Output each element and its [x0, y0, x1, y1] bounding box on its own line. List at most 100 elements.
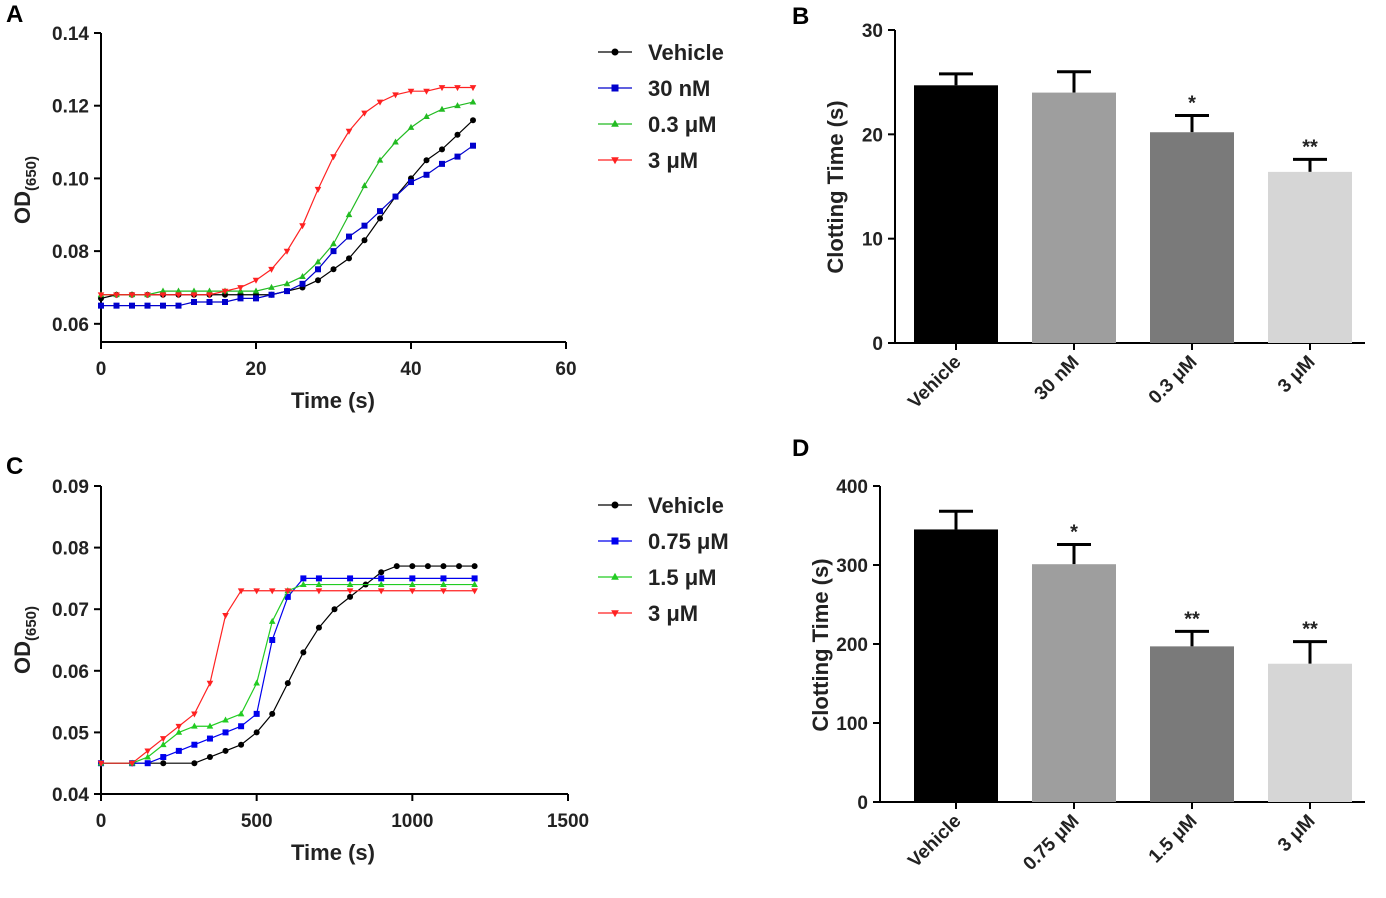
panel-c-series-0-75-m-point [347, 575, 354, 582]
panel-a-legend: Vehicle 30 nM 0.3 μM 3 μM [598, 40, 724, 173]
panel-a-y-tick-label: 0.10 [52, 169, 89, 190]
panel-a-series-3-m-point [252, 277, 260, 284]
panel-c-series-0-75-m-point [191, 741, 198, 748]
panel-a-series-30-nm-point [454, 153, 461, 160]
panel-c-series-vehicle-point [456, 563, 463, 570]
panel-a-series-3-m-point [345, 128, 353, 135]
panel-c-series-vehicle-point [269, 710, 276, 717]
panel-a-x-tick-label: 60 [555, 359, 576, 380]
panel-a-series-30-nm-point [222, 299, 228, 306]
panel-c-series-vehicle-point [206, 754, 213, 761]
panel-a-series-0-3-m-point [190, 287, 198, 294]
panel-d-bar [1032, 564, 1116, 802]
panel-a-series-3-m-point [361, 110, 368, 117]
panel-a-series-vehicle-point [454, 131, 461, 138]
panel-c-series-3-m-point [471, 588, 478, 595]
panel-a-series-30-nm-point [98, 302, 104, 309]
panel-c-series-1-5-m-point [300, 580, 307, 587]
panel-d-ylabel: Clotting Time (s) [808, 558, 833, 731]
panel-a-series-vehicle-point [377, 215, 383, 222]
panel-c-series-3-m-point [315, 588, 323, 595]
panel-c-series-3-m-point [222, 612, 229, 619]
panel-b-bar [1268, 171, 1352, 343]
panel-c-series-vehicle-point [347, 593, 354, 600]
panel-a-legend-label: Vehicle [648, 40, 724, 65]
panel-a-series-3-m-point [97, 292, 105, 299]
panel-c-series-1-5-m-point [237, 710, 245, 717]
panel-a-series-0-3-m-point [159, 287, 167, 294]
panel-c-ylabel-group: OD(650) [10, 606, 40, 674]
panel-a-series-30-nm-point [268, 291, 275, 298]
panel-a-ylabel-main: OD [10, 191, 35, 224]
panel-a-xlabel: Time (s) [291, 388, 375, 413]
panel-c-series-0-75-m-point [253, 710, 260, 717]
panel-c-series-0-75-m-point [378, 575, 385, 582]
panel-a-series-30-nm-point [284, 288, 290, 295]
panel-a-series-vehicle-point [439, 146, 445, 153]
panel-b-category-label: 30 nM [1031, 352, 1084, 405]
panel-c-xlabel: Time (s) [291, 840, 375, 865]
panel-a-legend-marker [611, 157, 619, 165]
panel-a-legend-label: 30 nM [648, 76, 710, 101]
panel-a-series-3-m-point [407, 88, 415, 95]
panel-c-series-0-75-m-point [160, 754, 167, 761]
panel-c-series-1-5-m-point [377, 580, 385, 587]
panel-a-y-tick-label: 0.08 [52, 242, 89, 263]
panel-c-series-vehicle-point [300, 649, 307, 656]
panel-d-category-label: 0.75 μM [1019, 811, 1083, 875]
panel-a-axes: 0.06 0.08 0.10 0.12 0.14 0 20 40 60 [52, 24, 577, 380]
panel-c-series-vehicle-point [315, 624, 322, 631]
panel-d-y-tick-label: 400 [836, 477, 868, 498]
panel-b-letter: B [792, 3, 809, 30]
panel-c-series-3-m-point [409, 588, 416, 595]
panel-a-series-0-3-m-point [454, 102, 461, 109]
panel-a-ylabel-group: OD(650) [10, 156, 40, 224]
panel-a-x-tick-label: 20 [245, 359, 266, 380]
panel-d-y-tick-label: 100 [836, 714, 868, 735]
panel-d-category-label: Vehicle [904, 811, 965, 872]
panel-b-y-tick-label: 30 [862, 21, 883, 42]
panel-c-y-tick-label: 0.07 [52, 600, 89, 621]
panel-a-letter: A [6, 1, 23, 28]
panel-c-series-0-75-m-line [101, 577, 475, 764]
panel-d-bar [914, 529, 998, 802]
panel-c-series-1-5-m-point [346, 580, 354, 587]
panel-c-series-0-75-m-point [471, 575, 478, 582]
panel-a-series-3-m-point [299, 223, 306, 230]
panel-a-series-3-m-point [113, 292, 120, 299]
panel-a-series-vehicle-point [346, 255, 352, 262]
panel-c-series-0-75-m-point [238, 723, 245, 730]
panel-c-legend-label: 0.75 μM [648, 529, 729, 554]
panel-c-series-vehicle-point [222, 747, 229, 754]
panel-d-category-label: 1.5 μM [1145, 811, 1202, 868]
panel-a-series-30-nm-point [392, 193, 399, 200]
panel-a-legend-marker [611, 84, 619, 92]
panel-c-legend: Vehicle 0.75 μM 1.5 μM 3 μM [598, 493, 729, 626]
panel-a-series-30-nm-point [330, 248, 337, 255]
panel-c-series-vehicle-point [331, 606, 338, 613]
panel-a-series-vehicle-point [330, 266, 337, 273]
panel-a-series-30-nm-point [160, 302, 166, 309]
panel-d-bar [1268, 663, 1352, 802]
panel-a-series-0-3-m-point [376, 156, 384, 163]
panel-a-series-0-3-m-point [268, 283, 275, 290]
panel-d-bars: *** ** [914, 509, 1352, 802]
panel-c-series-0-75-m-point [206, 735, 213, 742]
panel-c-series-vehicle-point [393, 563, 400, 570]
panel-c-legend-marker [611, 610, 619, 618]
panel-a-series-3-m-point [190, 292, 198, 299]
panel-a-series-3-m-point [175, 292, 182, 299]
panel-d-y-tick-label: 200 [836, 635, 868, 656]
panel-d-significance: ** [1302, 619, 1318, 641]
panel-c-series-0-75-m-point [269, 637, 276, 643]
panel-a-series-3-m-point [376, 99, 384, 106]
panel-c-series-1-5-m-point [409, 580, 416, 587]
panel-c-legend-label: 1.5 μM [648, 565, 716, 590]
panel-c-series-1-5-m-point [471, 580, 478, 587]
panel-c: C 0.04 0.05 0.06 0.07 0.08 0.09 0 500 1000 1500 V… [6, 453, 729, 865]
panel-c-series-1-5-m-point [206, 722, 214, 729]
panel-c-series-0-75-m-point [222, 729, 229, 736]
panel-c-series-3-m-line [101, 590, 475, 764]
panel-a-series-30-nm-point [253, 295, 259, 302]
